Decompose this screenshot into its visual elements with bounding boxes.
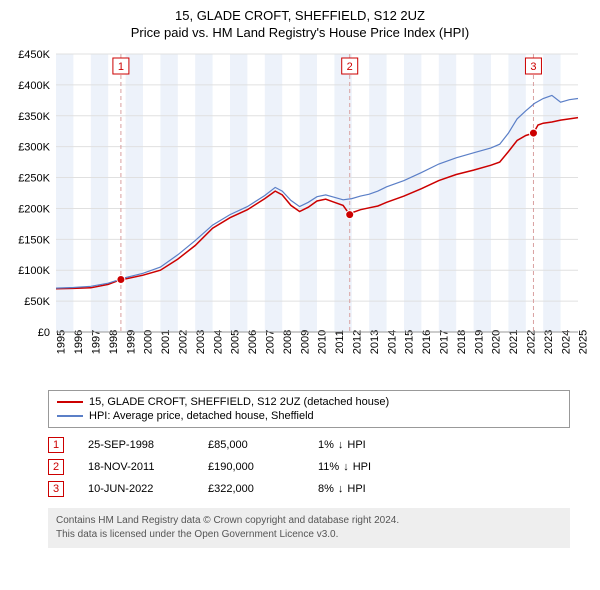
svg-text:£0: £0 <box>38 327 50 339</box>
svg-text:2007: 2007 <box>265 330 277 354</box>
svg-text:1996: 1996 <box>73 330 85 354</box>
title-subtitle: Price paid vs. HM Land Registry's House … <box>0 25 600 40</box>
arrow-down-icon: ↓ <box>338 439 344 451</box>
event-diff-pct: 1% <box>318 439 334 451</box>
svg-text:£300K: £300K <box>18 142 50 154</box>
svg-text:£400K: £400K <box>18 80 50 92</box>
svg-text:2015: 2015 <box>404 330 416 354</box>
svg-text:2024: 2024 <box>560 330 572 354</box>
event-marker: 2 <box>48 459 64 475</box>
svg-text:£100K: £100K <box>18 265 50 277</box>
event-diff-pct: 11% <box>318 461 339 473</box>
footer-line1: Contains HM Land Registry data © Crown c… <box>56 514 562 528</box>
event-date: 18-NOV-2011 <box>88 461 208 473</box>
event-diff: 1% ↓HPI <box>318 439 366 451</box>
legend: 15, GLADE CROFT, SHEFFIELD, S12 2UZ (det… <box>48 390 570 428</box>
event-diff: 11% ↓ HPI <box>318 461 371 473</box>
legend-row: 15, GLADE CROFT, SHEFFIELD, S12 2UZ (det… <box>57 395 561 409</box>
svg-text:2003: 2003 <box>195 330 207 354</box>
event-row: 1 25-SEP-1998£85,0001% ↓HPI <box>48 434 570 456</box>
chart-svg: £0 £50K £100K £150K £200K £250K £300K £350K £400… <box>8 44 592 384</box>
svg-text:1: 1 <box>118 61 124 73</box>
legend-swatch <box>57 415 83 417</box>
title-address: 15, GLADE CROFT, SHEFFIELD, S12 2UZ <box>0 8 600 23</box>
svg-text:2019: 2019 <box>473 330 485 354</box>
event-diff-suffix: HPI <box>353 461 371 473</box>
svg-text:£50K: £50K <box>24 296 50 308</box>
svg-text:2005: 2005 <box>230 330 242 354</box>
svg-text:3: 3 <box>530 61 536 73</box>
svg-text:2009: 2009 <box>299 330 311 354</box>
svg-text:2000: 2000 <box>143 330 155 354</box>
svg-text:2017: 2017 <box>439 330 451 354</box>
event-date: 25-SEP-1998 <box>88 439 208 451</box>
event-price: £190,000 <box>208 461 318 473</box>
legend-label: 15, GLADE CROFT, SHEFFIELD, S12 2UZ (det… <box>89 396 389 408</box>
event-diff: 8% ↓HPI <box>318 483 366 495</box>
svg-text:2023: 2023 <box>543 330 555 354</box>
event-row: 2 18-NOV-2011£190,00011% ↓ HPI <box>48 456 570 478</box>
svg-text:2002: 2002 <box>178 330 190 354</box>
footer-attribution: Contains HM Land Registry data © Crown c… <box>48 508 570 548</box>
footer-line2: This data is licensed under the Open Gov… <box>56 528 562 542</box>
event-price: £85,000 <box>208 439 318 451</box>
svg-text:£200K: £200K <box>18 203 50 215</box>
svg-text:2016: 2016 <box>421 330 433 354</box>
event-diff-suffix: HPI <box>347 483 365 495</box>
event-marker: 1 <box>48 437 64 453</box>
svg-text:2: 2 <box>347 61 353 73</box>
svg-text:1997: 1997 <box>91 330 103 354</box>
svg-text:2013: 2013 <box>369 330 381 354</box>
svg-text:2004: 2004 <box>212 330 224 354</box>
arrow-down-icon: ↓ <box>338 483 344 495</box>
titles: 15, GLADE CROFT, SHEFFIELD, S12 2UZ Pric… <box>0 0 600 44</box>
svg-text:2025: 2025 <box>578 330 590 354</box>
svg-text:2006: 2006 <box>247 330 259 354</box>
svg-text:£150K: £150K <box>18 234 50 246</box>
legend-row: HPI: Average price, detached house, Shef… <box>57 409 561 423</box>
svg-text:2008: 2008 <box>282 330 294 354</box>
svg-text:2018: 2018 <box>456 330 468 354</box>
svg-text:2001: 2001 <box>160 330 172 354</box>
event-date: 10-JUN-2022 <box>88 483 208 495</box>
events-table: 125-SEP-1998£85,0001%↓HPI218-NOV-2011£19… <box>48 434 570 500</box>
event-row: 3 10-JUN-2022£322,0008% ↓HPI <box>48 478 570 500</box>
svg-text:1998: 1998 <box>108 330 120 354</box>
svg-text:2020: 2020 <box>491 330 503 354</box>
legend-swatch <box>57 401 83 403</box>
svg-text:2021: 2021 <box>508 330 520 354</box>
svg-text:£350K: £350K <box>18 111 50 123</box>
svg-text:1999: 1999 <box>125 330 137 354</box>
svg-text:1995: 1995 <box>56 330 68 354</box>
legend-label: HPI: Average price, detached house, Shef… <box>89 410 314 422</box>
svg-text:£250K: £250K <box>18 173 50 185</box>
chart-container: 15, GLADE CROFT, SHEFFIELD, S12 2UZ Pric… <box>0 0 600 590</box>
event-diff-suffix: HPI <box>347 439 365 451</box>
event-price: £322,000 <box>208 483 318 495</box>
svg-text:2011: 2011 <box>334 330 346 354</box>
svg-text:2014: 2014 <box>386 330 398 354</box>
svg-text:£450K: £450K <box>18 49 50 61</box>
chart-area: £0 £50K £100K £150K £200K £250K £300K £350K £400… <box>8 44 592 384</box>
svg-text:2010: 2010 <box>317 330 329 354</box>
svg-text:2012: 2012 <box>352 330 364 354</box>
event-diff-pct: 8% <box>318 483 334 495</box>
svg-text:2022: 2022 <box>526 330 538 354</box>
arrow-down-icon: ↓ <box>343 461 349 473</box>
event-marker: 3 <box>48 481 64 497</box>
